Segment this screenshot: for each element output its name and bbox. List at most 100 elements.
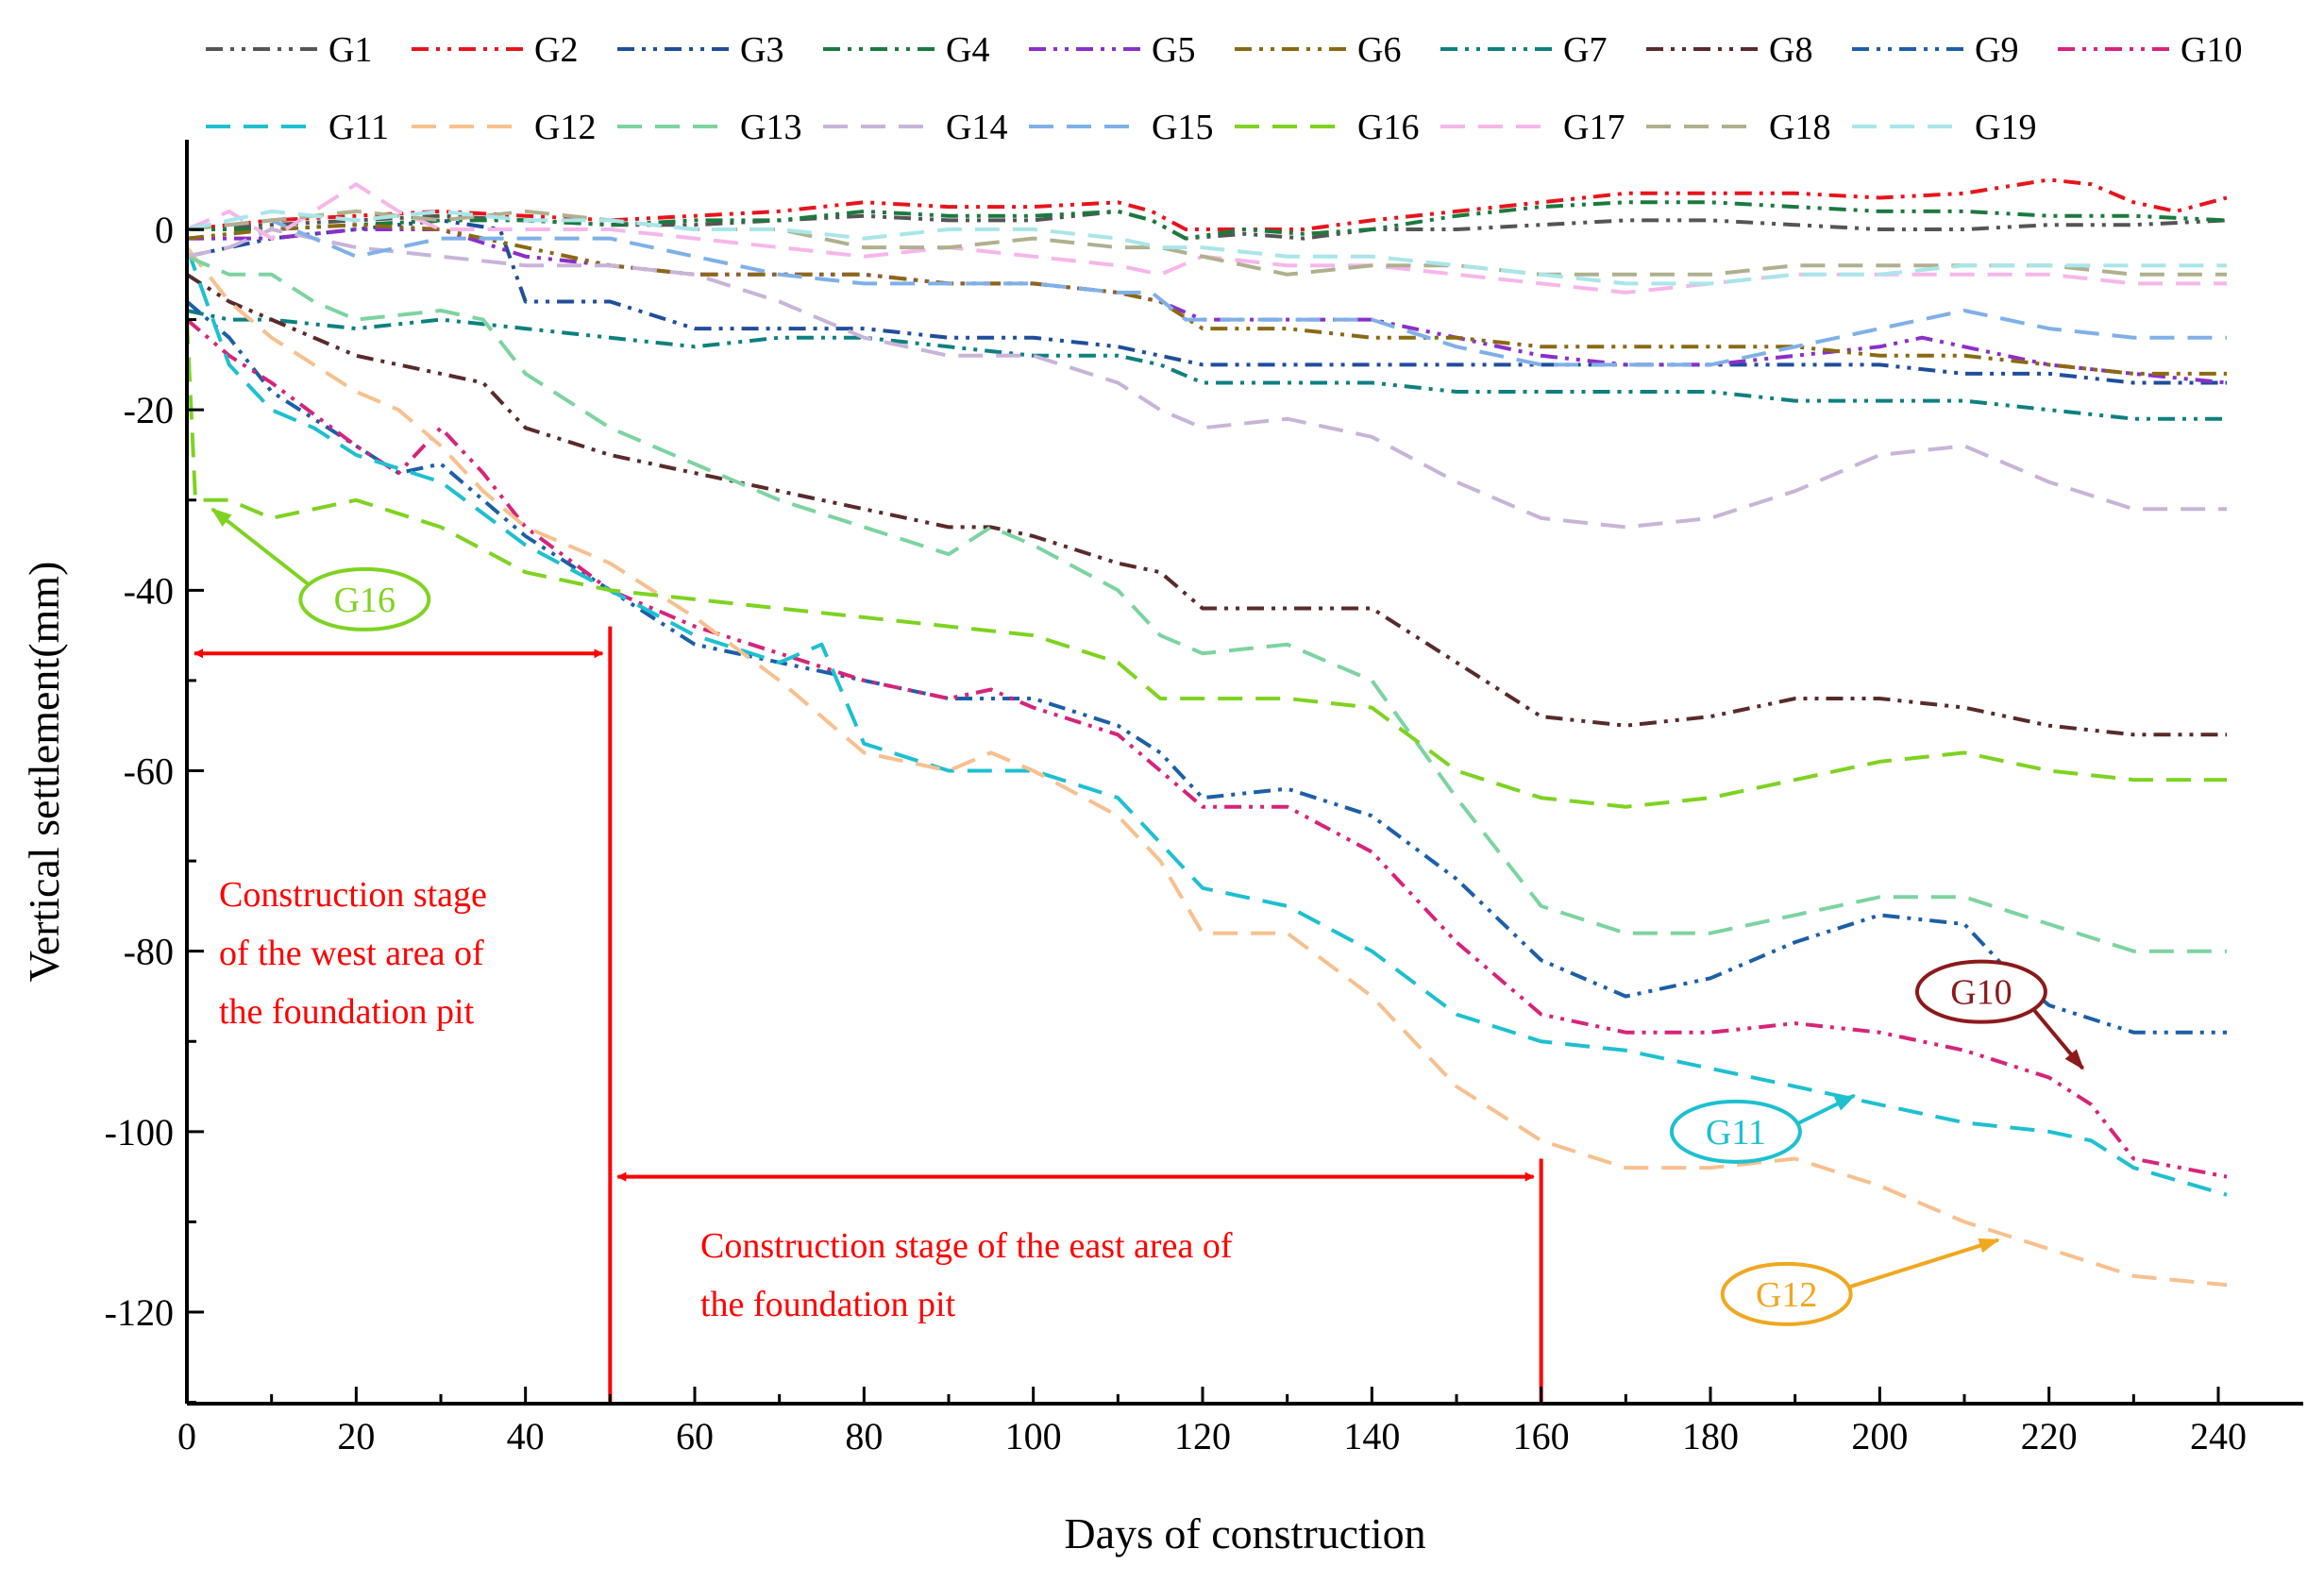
legend-label: G7 (1563, 30, 1607, 70)
callout-ellipse (1914, 959, 2047, 1024)
legend-item-g3: G3 (617, 30, 783, 70)
x-axis-title: Days of construction (1064, 1509, 1425, 1558)
series-line-g8 (185, 273, 2227, 737)
y-tick-label: -80 (124, 931, 174, 973)
legend-item-g1: G1 (206, 30, 372, 70)
callout-label: G12 (1756, 1275, 1817, 1315)
callout-g16: G16 (211, 507, 431, 632)
legend-label: G6 (1357, 30, 1401, 70)
legend-label: G2 (534, 30, 578, 70)
y-tick-label: -120 (105, 1291, 174, 1334)
legend-label: G13 (740, 108, 801, 147)
east-stage-label-line: Construction stage of the east area of (700, 1226, 1233, 1266)
east-stage-label-line: the foundation pit (700, 1285, 956, 1324)
x-tick-label: 220 (2021, 1415, 2078, 1457)
callout-ellipse (1720, 1261, 1853, 1326)
legend-item-g7: G7 (1440, 30, 1607, 70)
legend-label: G19 (1975, 108, 2036, 147)
callout-layer: G16 G10 G11 G12 (211, 507, 2085, 1326)
legend-label: G10 (2181, 30, 2242, 70)
callout-arrow (211, 507, 310, 586)
series-line-g12 (185, 245, 2228, 1288)
series-line-g2 (186, 177, 2228, 231)
series-line-g4 (187, 200, 2228, 241)
legend-label: G9 (1975, 30, 2018, 70)
west-stage-label-line: Construction stage (219, 875, 487, 915)
legend-item-g15: G15 (1029, 108, 1213, 147)
callout-arrow (2032, 1008, 2085, 1070)
series-line-g3 (186, 218, 2227, 385)
legend-item-g11: G11 (206, 108, 389, 147)
callout-label: G11 (1706, 1113, 1766, 1153)
callout-arrow (1797, 1093, 1857, 1125)
series-line-g11 (185, 246, 2228, 1197)
legend-item-g14: G14 (823, 108, 1007, 147)
series-layer (185, 177, 2228, 1288)
x-tick-label: 240 (2190, 1415, 2247, 1457)
x-tick-label: 100 (1005, 1415, 1062, 1457)
legend-label: G18 (1769, 108, 1830, 147)
callout-label: G16 (334, 581, 396, 620)
legend-item-g16: G16 (1235, 108, 1419, 147)
legend-item-g8: G8 (1646, 30, 1812, 70)
x-tick-label: 0 (177, 1415, 196, 1457)
legend-item-g13: G13 (617, 108, 801, 147)
series-line-g10 (185, 318, 2228, 1179)
y-tick-label: -20 (124, 389, 174, 431)
callout-ellipse (1669, 1099, 1802, 1164)
legend: G1 G2 G3 G4 G5 G6 G7 G8 G9 G10 G11 G12 G13 G14 G15 G16 G… (206, 30, 2242, 147)
legend-item-g10: G10 (2058, 30, 2242, 70)
x-tick-label: 180 (1682, 1415, 1739, 1457)
legend-item-g4: G4 (823, 30, 989, 70)
legend-item-g2: G2 (412, 30, 578, 70)
y-tick-label: -60 (124, 750, 174, 793)
x-tick-label: 60 (676, 1415, 714, 1457)
x-tick-label: 40 (507, 1415, 545, 1457)
legend-label: G1 (328, 30, 372, 70)
x-tick-label: 120 (1174, 1415, 1231, 1457)
series-line-g16 (185, 319, 2227, 809)
legend-item-g6: G6 (1235, 30, 1401, 70)
x-tick-label: 140 (1343, 1415, 1400, 1457)
axes: 0 20 40 60 80 100 120 140 160 180 200 220 240 0 -20 -4… (105, 140, 2303, 1457)
callout-ellipse (298, 566, 431, 632)
legend-label: G16 (1357, 108, 1419, 147)
legend-item-g5: G5 (1029, 30, 1195, 70)
y-tick-label: -40 (124, 569, 174, 612)
series-line-g18 (186, 209, 2227, 277)
legend-label: G11 (328, 108, 389, 147)
x-tick-label: 160 (1513, 1415, 1570, 1457)
legend-item-g12: G12 (412, 108, 596, 147)
series-line-g5 (187, 227, 2228, 385)
legend-label: G14 (946, 108, 1007, 147)
series-line-g13 (186, 254, 2227, 953)
legend-label: G15 (1152, 108, 1213, 147)
x-axis-ticks: 0 20 40 60 80 100 120 140 160 180 200 220 240 (177, 1387, 2247, 1457)
annotation-layer: Construction stage of the west area of the… (194, 626, 1543, 1404)
y-axis-ticks: 0 -20 -40 -60 -80 -100 -120 (105, 209, 204, 1405)
legend-item-g17: G17 (1440, 108, 1625, 147)
legend-label: G17 (1563, 108, 1625, 147)
x-tick-label: 80 (845, 1415, 883, 1457)
y-tick-label: 0 (155, 209, 174, 251)
callout-label: G10 (1950, 973, 2012, 1013)
west-stage-label-line: of the west area of (219, 934, 484, 973)
series-line-g7 (186, 309, 2227, 421)
x-tick-label: 200 (1851, 1415, 1908, 1457)
callout-arrow (1849, 1238, 2000, 1288)
series-line-g9 (185, 299, 2227, 1035)
callout-g10: G10 (1914, 959, 2085, 1070)
legend-label: G8 (1769, 30, 1812, 70)
legend-label: G5 (1152, 30, 1195, 70)
series-line-g6 (186, 223, 2227, 376)
series-line-g15 (186, 218, 2227, 367)
y-axis-title: Vertical settlement(mm) (20, 562, 68, 983)
legend-label: G4 (946, 30, 989, 70)
plot-area: Construction stage of the west area of the… (185, 177, 2228, 1404)
legend-item-g19: G19 (1852, 108, 2036, 147)
legend-item-g9: G9 (1852, 30, 2018, 70)
x-tick-label: 20 (337, 1415, 375, 1457)
callout-g11: G11 (1669, 1093, 1857, 1164)
west-stage-label-line: the foundation pit (219, 992, 475, 1032)
